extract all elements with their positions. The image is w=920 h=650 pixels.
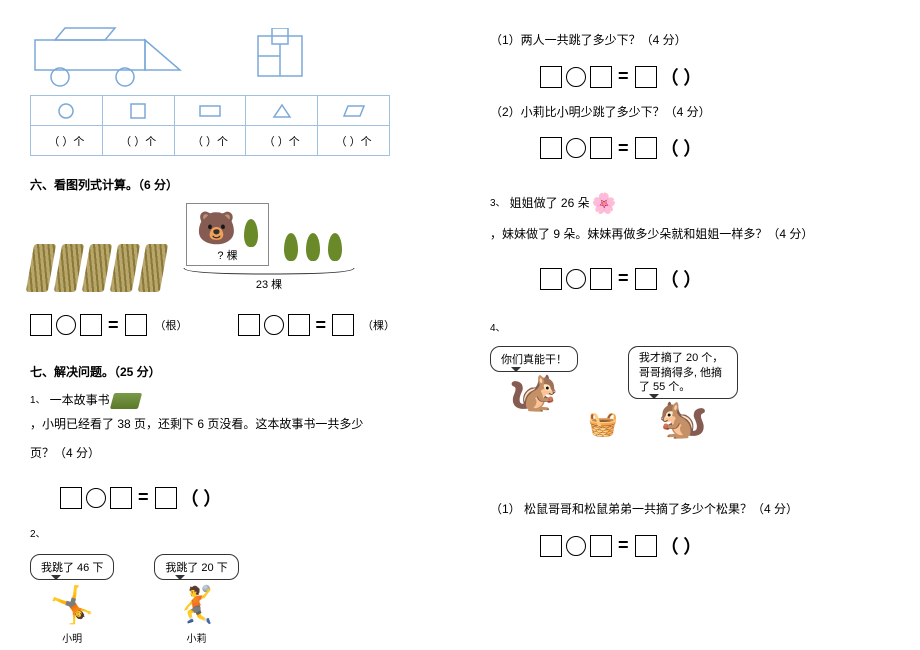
stick-bundle xyxy=(110,244,140,292)
q2-part1: （1）两人一共跳了多少下？（4 分） xyxy=(490,30,890,52)
rectangle-count: （ ）个 xyxy=(174,126,246,156)
q2-part1-equation: = （ ） xyxy=(540,64,890,90)
q4-part1-equation: = （ ） xyxy=(540,533,890,559)
kid-icon: 🤾 xyxy=(174,584,219,626)
stick-bundle xyxy=(54,244,84,292)
squirrel-icon: 🐿️ xyxy=(658,399,708,439)
section6-figures: 🐻 23 棵 xyxy=(30,203,430,292)
stick-bundle xyxy=(82,244,112,292)
veg-group-known xyxy=(274,228,352,266)
triangle-count: （ ）个 xyxy=(246,126,318,156)
q2-part2-equation: = （ ） xyxy=(540,135,890,161)
stick-bundle xyxy=(26,244,56,292)
q1-text: 1、 一本故事书 ，小明已经看了 38 页，还剩下 6 页没看。这本故事书一共多… xyxy=(30,390,430,435)
veg-group-question: 🐻 xyxy=(186,203,270,266)
veg-icon xyxy=(306,233,320,261)
xiaoli-name: 小莉 xyxy=(187,630,207,645)
parallelogram-count: （ ）个 xyxy=(318,126,390,156)
section7-title: 七、解决问题。（25 分） xyxy=(30,363,430,380)
square-count: （ ）个 xyxy=(102,126,174,156)
triangle-cell xyxy=(246,96,318,126)
q1-equation: = （ ） xyxy=(60,485,430,511)
box-svg xyxy=(250,28,310,83)
truck-svg xyxy=(30,20,190,90)
squirrel-bubble-1: 你们真能干！ xyxy=(490,346,578,372)
q2-speech-row: 我跳了 46 下 🤸 小明 我跳了 20 下 🤾 小莉 xyxy=(30,554,430,645)
xiaoming-name: 小明 xyxy=(62,630,82,645)
q2-part2: （2）小莉比小明少跳了多少下？（4 分） xyxy=(490,102,890,124)
shape-count-table: （ ）个 （ ）个 （ ）个 （ ）个 （ ）个 xyxy=(30,95,390,156)
section6-title: 六、看图列式计算。（6 分） xyxy=(30,176,430,193)
parallelogram-cell xyxy=(318,96,390,126)
q3-text: 3、 姐姐做了 26 朵 🌸 ，妹妹做了 9 朵。妹妹再做多少朵就和姐姐一样多？… xyxy=(490,186,890,246)
flower-icon: 🌸 xyxy=(592,186,617,222)
squirrel-scene: 你们真能干！ 🐿️ 🧺 我才摘了 20 个， 哥哥摘得多, 他摘 了 55 个。… xyxy=(490,346,890,439)
equation-sticks: = （根） xyxy=(30,314,188,336)
veg-icon xyxy=(328,233,342,261)
kid-icon: 🤸 xyxy=(50,584,95,626)
xiaoming-item: 我跳了 46 下 🤸 小明 xyxy=(30,554,114,645)
veg-icon xyxy=(284,233,298,261)
brace-total-label: 23 棵 xyxy=(256,276,282,292)
square-cell xyxy=(102,96,174,126)
rectangle-cell xyxy=(174,96,246,126)
veg-icon xyxy=(244,219,258,247)
q4-part1: （1） 松鼠哥哥和松鼠弟弟一共摘了多少个松果？（4 分） xyxy=(490,499,890,521)
book-icon xyxy=(109,393,141,409)
squirrel-bubble-2: 我才摘了 20 个， 哥哥摘得多, 他摘 了 55 个。 xyxy=(628,346,738,399)
q4-num: 4、 xyxy=(490,317,890,339)
squirrel-icon: 🐿️ xyxy=(509,372,559,412)
basket-icon: 🧺 xyxy=(588,410,618,439)
circle-cell xyxy=(31,96,103,126)
bear-icon: 🐻 xyxy=(197,209,237,247)
xiaoming-bubble: 我跳了 46 下 xyxy=(30,554,114,580)
q1-text-line2: 页？（4 分） xyxy=(30,443,430,465)
xiaoli-bubble: 我跳了 20 下 xyxy=(154,554,238,580)
q2-num: 2、 xyxy=(30,523,430,545)
stick-bundle xyxy=(138,244,168,292)
equation-trees: = （棵） xyxy=(238,314,396,336)
q3-equation: = （ ） xyxy=(540,266,890,292)
xiaoli-item: 我跳了 20 下 🤾 小莉 xyxy=(154,554,238,645)
truck-and-box-figure xyxy=(30,20,430,90)
circle-count: （ ）个 xyxy=(31,126,103,156)
sticks-group xyxy=(30,244,164,292)
